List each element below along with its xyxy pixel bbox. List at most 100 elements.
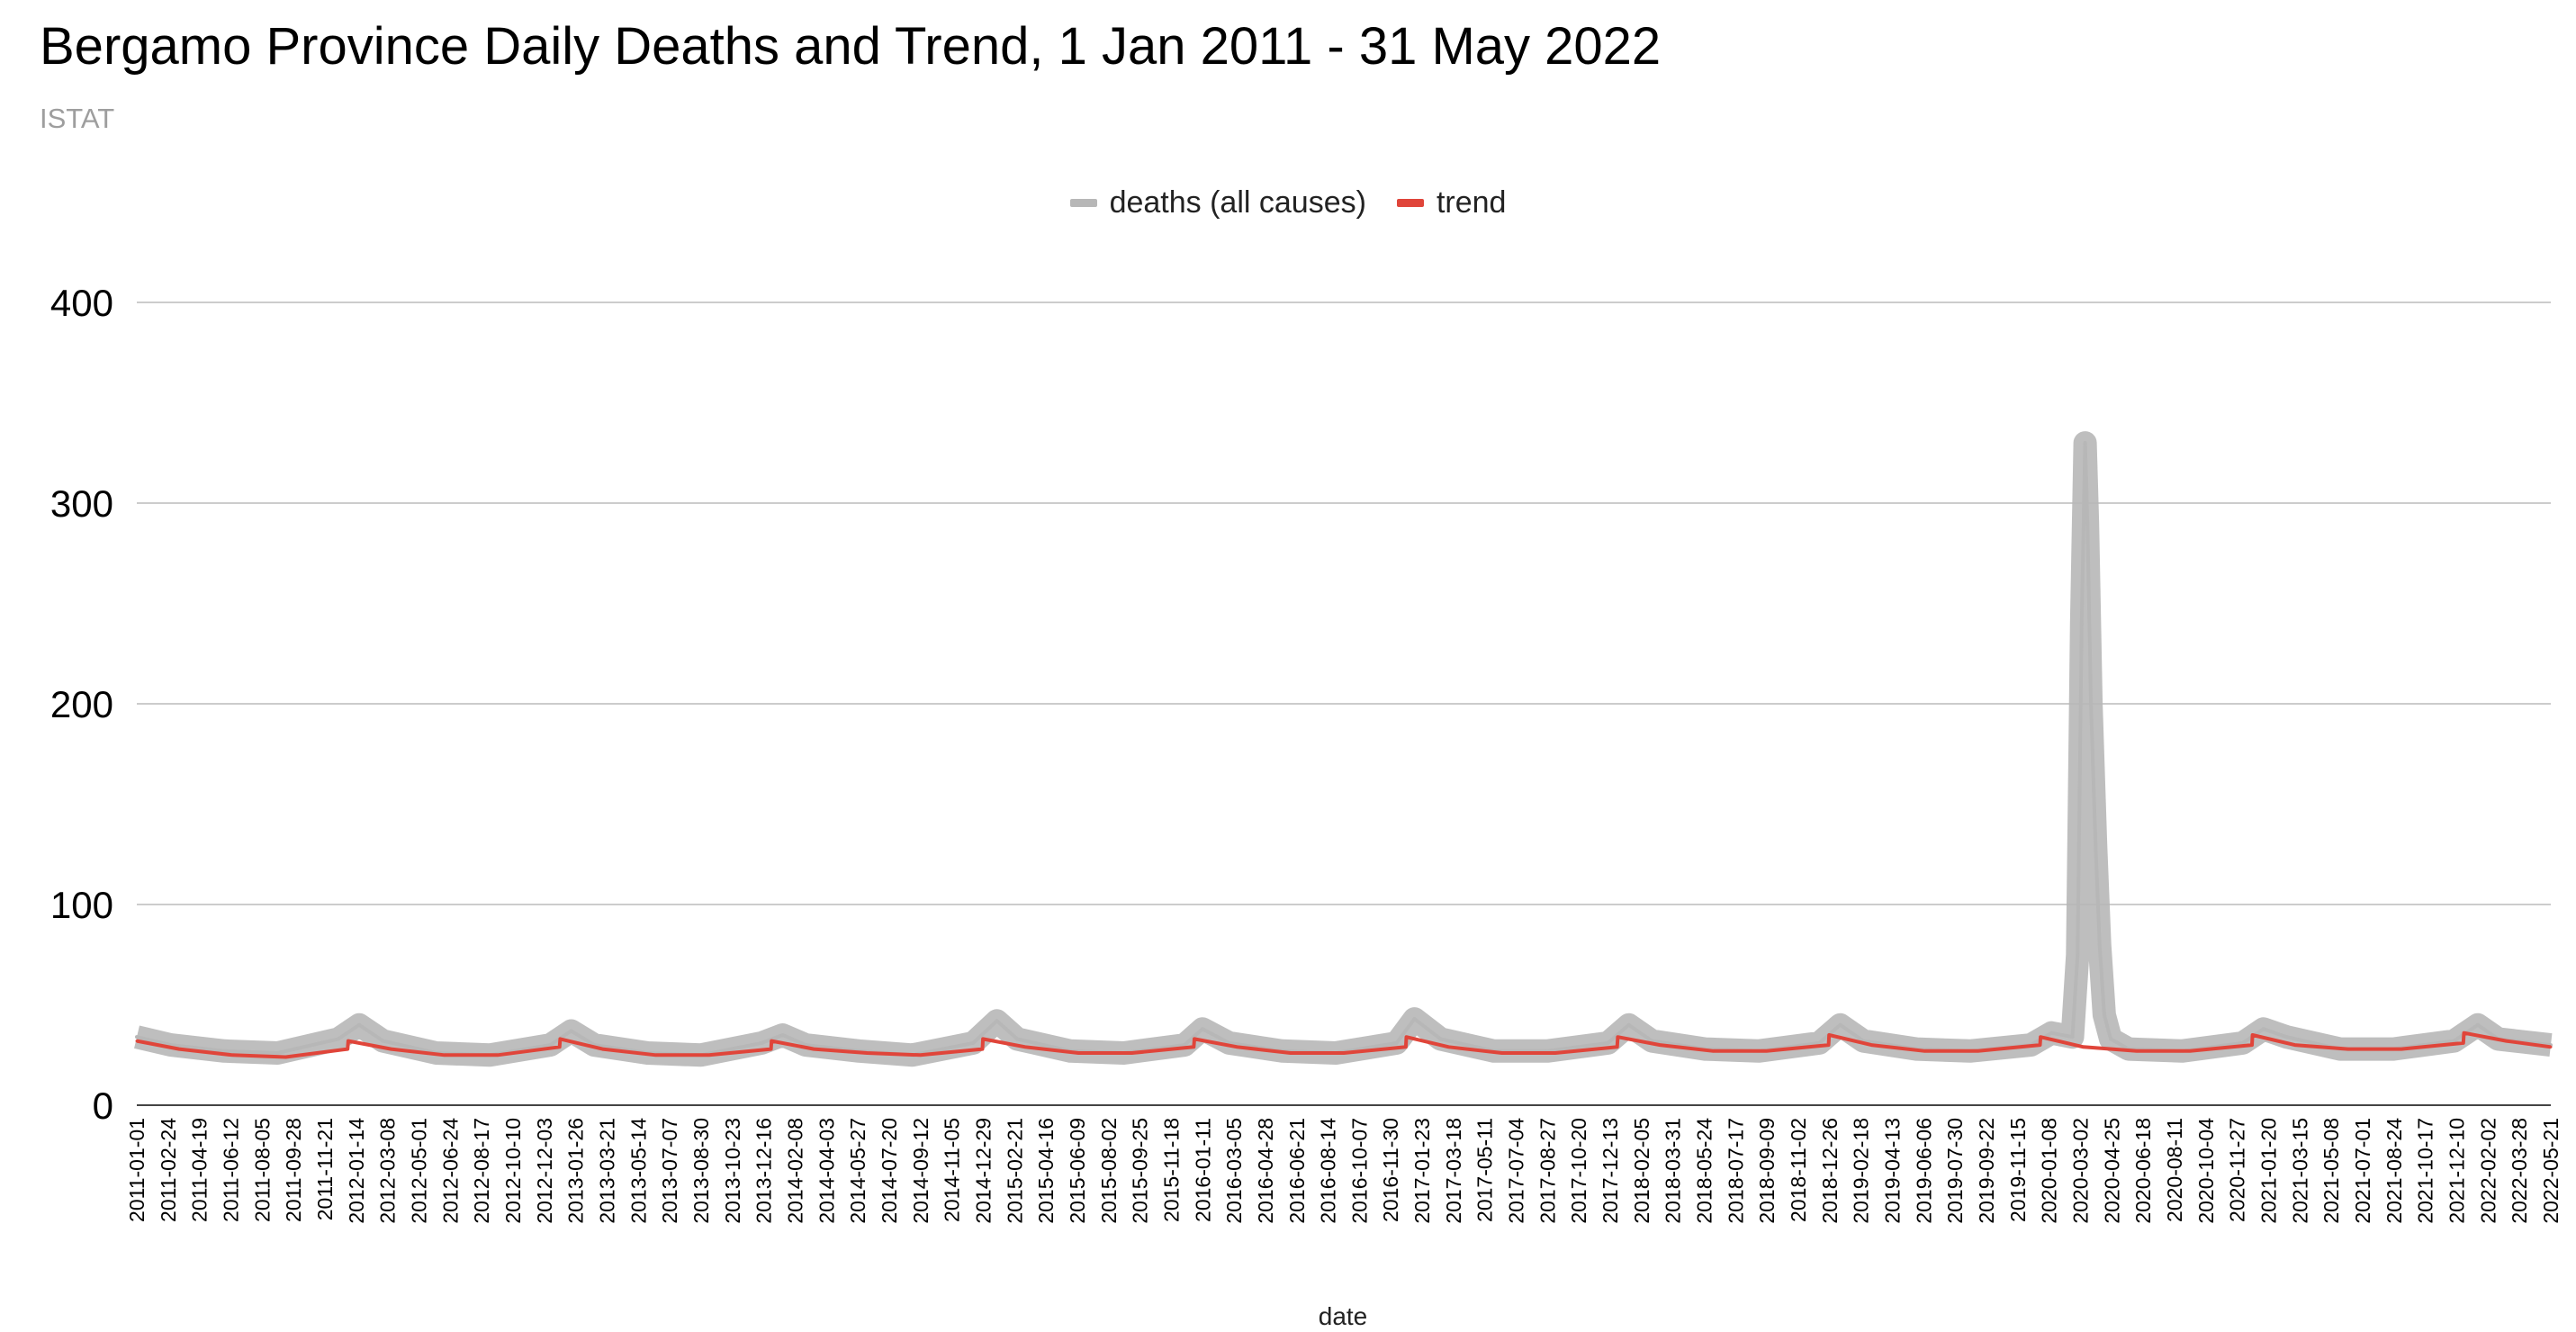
x-tick-label: 2019-07-30 [1943, 1118, 1967, 1224]
trend-point [1827, 1033, 1831, 1037]
trend-point [2504, 1040, 2508, 1043]
x-tick-label: 2015-04-16 [1034, 1118, 1058, 1224]
x-tick-label: 2012-06-24 [438, 1118, 462, 1224]
x-tick-label: 2020-06-18 [2131, 1118, 2155, 1224]
deaths-point [971, 1040, 976, 1045]
trend-point [865, 1051, 869, 1055]
deaths-point [2240, 1040, 2245, 1045]
x-tick-label: 2013-08-30 [689, 1118, 713, 1224]
y-tick-label: 0 [93, 1084, 113, 1127]
x-tick-label: 2013-03-21 [595, 1118, 618, 1224]
x-axis: 2011-01-01 2011-02-24 2011-04-19 2011-06-12… [125, 1118, 2562, 1224]
deaths-point [336, 1037, 340, 1041]
x-tick-label: 2011-06-12 [219, 1118, 242, 1222]
x-tick-label: 2014-04-03 [815, 1118, 838, 1224]
x-tick-label: 2016-01-11 [1191, 1118, 1214, 1222]
deaths-point [2097, 942, 2102, 947]
x-tick-label: 2011-02-24 [157, 1118, 180, 1222]
trend-point [1765, 1049, 1769, 1053]
legend-entry-trend[interactable]: trend [1396, 185, 1507, 220]
legend-swatch-deaths [1069, 199, 1097, 207]
trend-point [1869, 1043, 1873, 1047]
trend-point [1130, 1051, 1133, 1055]
trend-point [389, 1048, 392, 1051]
deaths-point [2085, 521, 2090, 526]
trend-point [2135, 1049, 2139, 1053]
x-tick-label: 2020-10-04 [2194, 1118, 2218, 1224]
x-tick-label: 2014-02-08 [783, 1118, 806, 1224]
y-tick-label: 300 [50, 482, 113, 525]
trend-point [1554, 1051, 1557, 1055]
trend-point [1404, 1035, 1408, 1039]
x-tick-label: 2021-08-24 [2382, 1118, 2406, 1224]
x-tick-label: 2015-09-25 [1129, 1118, 1152, 1224]
trend-point [1446, 1045, 1450, 1048]
x-tick-label: 2012-10-10 [501, 1118, 525, 1224]
trend-point [346, 1048, 349, 1051]
x-tick-label: 2013-05-14 [626, 1118, 650, 1224]
legend: deaths (all causes) trend [0, 185, 2576, 220]
x-tick-label: 2020-11-27 [2226, 1118, 2249, 1222]
x-tick-label: 2018-07-17 [1724, 1118, 1747, 1224]
x-tick-label: 2015-06-09 [1066, 1118, 1089, 1224]
trend-point [1977, 1049, 1980, 1053]
deaths-point [357, 1022, 362, 1027]
legend-label-trend: trend [1436, 185, 1507, 220]
x-tick-label: 2021-07-01 [2351, 1118, 2374, 1224]
trend-point [770, 1048, 773, 1051]
x-tick-label: 2014-12-29 [971, 1118, 995, 1224]
x-tick-label: 2016-03-05 [1222, 1118, 1246, 1224]
legend-label-deaths: deaths (all causes) [1109, 185, 1366, 220]
gridlines [137, 302, 2551, 1106]
trend-point [812, 1048, 815, 1051]
x-tick-label: 2012-05-01 [407, 1118, 430, 1224]
trend-point [1076, 1051, 1080, 1055]
deaths-point [2452, 1039, 2456, 1043]
deaths-point [2049, 1030, 2054, 1035]
x-tick-label: 2021-05-08 [2319, 1118, 2343, 1224]
trend-point [770, 1040, 773, 1043]
deaths-point [381, 1039, 385, 1043]
x-tick-label: 2019-11-15 [2006, 1118, 2030, 1222]
x-tick-label: 2012-03-08 [376, 1118, 400, 1224]
x-tick-label: 2012-12-03 [533, 1118, 556, 1224]
deaths-point [222, 1048, 227, 1053]
x-axis-label: date [1319, 1302, 1368, 1330]
trend-point [558, 1037, 562, 1040]
x-tick-label: 2013-01-26 [564, 1118, 588, 1224]
deaths-point [275, 1051, 280, 1056]
trend-point [1236, 1045, 1239, 1048]
x-tick-label: 2012-08-17 [470, 1118, 493, 1224]
x-tick-label: 2015-02-21 [1003, 1118, 1026, 1224]
trend-point [1193, 1037, 1196, 1040]
x-tick-label: 2011-08-05 [250, 1118, 274, 1222]
x-tick-label: 2018-05-24 [1693, 1118, 1716, 1224]
legend-entry-deaths[interactable]: deaths (all causes) [1069, 185, 1366, 220]
x-tick-label: 2022-05-21 [2539, 1118, 2562, 1224]
y-tick-label: 400 [50, 282, 113, 324]
x-tick-label: 2020-04-25 [2100, 1118, 2123, 1224]
trend-point [1827, 1043, 1831, 1047]
trend-point [1712, 1049, 1716, 1053]
deaths-point [1200, 1027, 1204, 1031]
chart-subtitle: ISTAT [40, 103, 115, 134]
series-trend [135, 1030, 2553, 1059]
trend-point [1658, 1043, 1662, 1047]
deaths-point [1606, 1040, 1610, 1045]
x-tick-label: 2020-01-08 [2038, 1118, 2061, 1224]
x-tick-label: 2014-07-20 [878, 1118, 901, 1224]
deaths-point [1626, 1022, 1631, 1027]
x-tick-label: 2016-04-28 [1254, 1118, 1277, 1224]
x-tick-label: 2014-09-12 [909, 1118, 932, 1224]
deaths-point [2475, 1022, 2480, 1027]
series-deaths [134, 431, 2553, 1067]
deaths-point [1183, 1043, 1187, 1048]
x-tick-label: 2011-11-21 [313, 1118, 337, 1220]
trend-point [2188, 1049, 2192, 1053]
deaths-line [136, 441, 2552, 1058]
x-tick-label: 2018-12-26 [1818, 1118, 1842, 1224]
x-tick-label: 2018-02-05 [1630, 1118, 1653, 1224]
trend-point [1616, 1035, 1619, 1039]
x-tick-label: 2013-10-23 [721, 1118, 744, 1224]
deaths-point [1817, 1040, 1822, 1045]
